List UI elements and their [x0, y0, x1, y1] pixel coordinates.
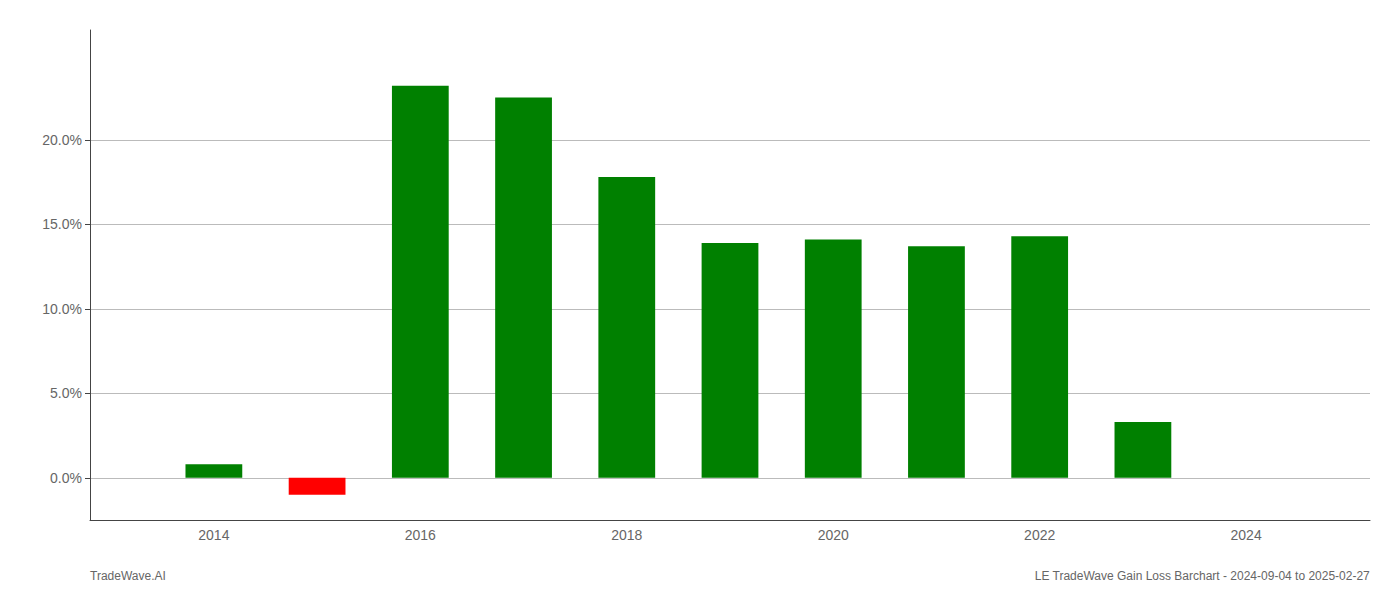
- svg-text:TradeWave.AI: TradeWave.AI: [90, 569, 166, 583]
- svg-text:10.0%: 10.0%: [42, 301, 82, 317]
- svg-text:2014: 2014: [198, 527, 229, 543]
- svg-text:2024: 2024: [1231, 527, 1262, 543]
- svg-text:5.0%: 5.0%: [50, 385, 82, 401]
- svg-text:0.0%: 0.0%: [50, 470, 82, 486]
- svg-text:15.0%: 15.0%: [42, 216, 82, 232]
- svg-text:LE TradeWave Gain Loss Barchar: LE TradeWave Gain Loss Barchart - 2024-0…: [1035, 569, 1370, 583]
- svg-text:2016: 2016: [405, 527, 436, 543]
- svg-text:2022: 2022: [1024, 527, 1055, 543]
- svg-text:2018: 2018: [611, 527, 642, 543]
- svg-text:2020: 2020: [818, 527, 849, 543]
- svg-text:20.0%: 20.0%: [42, 132, 82, 148]
